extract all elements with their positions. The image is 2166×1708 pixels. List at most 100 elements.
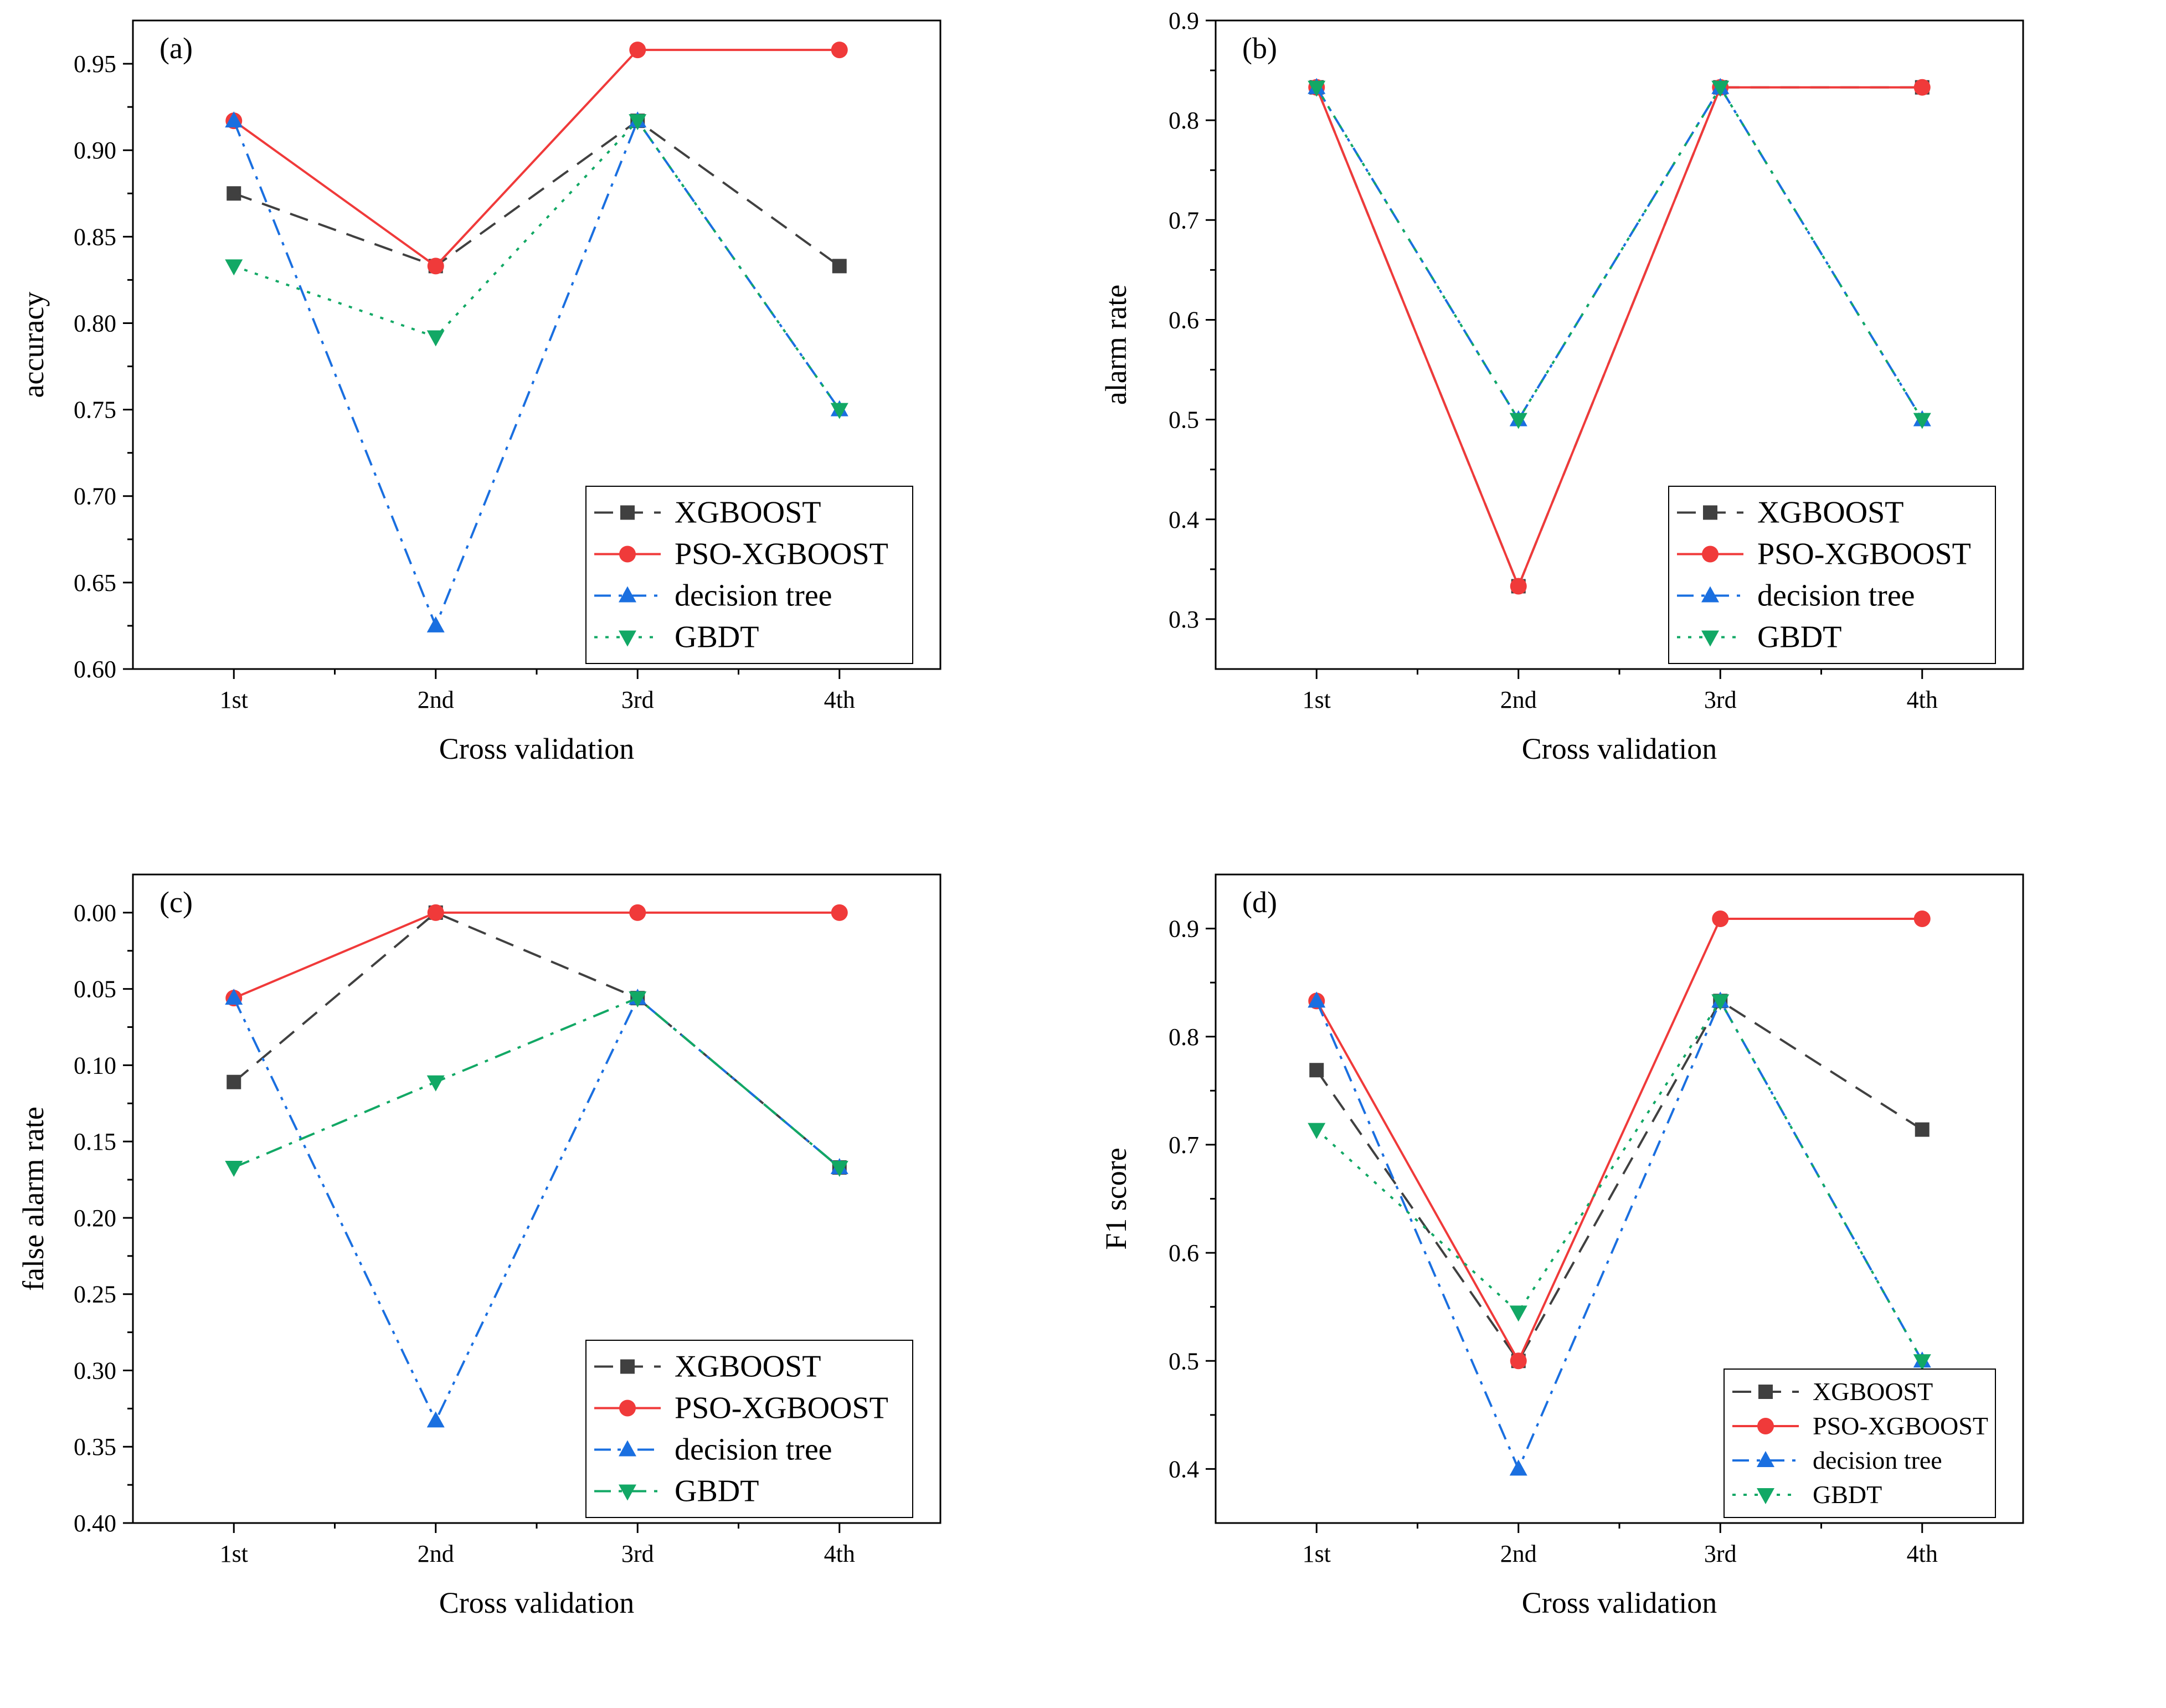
data-point [1509,1459,1527,1476]
legend-marker [1757,1418,1774,1434]
y-tick-label: 0.70 [74,483,116,510]
series-line [1315,999,1923,1364]
y-tick-label: 0.9 [1169,7,1199,34]
data-point [1711,80,1730,97]
x-tick-label: 3rd [621,1540,654,1567]
y-tick-label: 0.4 [1169,506,1199,533]
x-axis-title: Cross validation [1522,1586,1717,1619]
y-tick-label: 0.4 [1169,1455,1199,1483]
series-line [1315,998,1923,1472]
series-line [233,119,841,410]
series-line [1315,999,1923,1362]
data-point [1308,80,1326,97]
x-tick-label: 4th [824,686,855,713]
panel-label: (d) [1242,886,1277,919]
y-axis-title: false alarm rate [17,1107,50,1291]
data-point [225,259,243,276]
series-line [1315,86,1922,589]
legend-marker [1701,630,1719,647]
legend-marker [1757,1488,1774,1504]
legend-marker [1758,1385,1773,1399]
data-point [225,989,243,1005]
series-line [1315,918,1922,1364]
y-axis-title: alarm rate [1099,285,1133,405]
y-tick-label: 0.20 [74,1205,116,1232]
data-point [225,111,243,128]
data-point [1509,413,1527,429]
series-pso-xgboost [1308,910,1931,1370]
y-tick-label: 0.00 [74,899,116,927]
series-xgboost [227,114,847,274]
series-decision-tree [1308,78,1931,426]
x-tick-label: 1st [1303,686,1331,713]
legend-label: XGBOOST [1757,496,1903,530]
x-tick-label: 1st [220,686,248,713]
legend-label: GBDT [1757,620,1841,655]
x-axis-title: Cross validation [1522,732,1717,765]
legend-label: decision tree [1757,579,1915,613]
x-tick-label: 1st [1303,1540,1331,1567]
x-tick-label: 3rd [1704,686,1737,713]
legend-marker [1702,546,1719,563]
y-tick-label: 0.40 [74,1510,116,1537]
series-gbdt [225,991,848,1177]
y-tick-label: 0.25 [74,1281,116,1308]
data-point [629,904,646,921]
panel-a-accuracy: 0.60 0.65 0.70 0.75 0.80 0.85 0.90 0.95 1st 2nd 3r… [0,0,1083,854]
y-tick-label: 0.15 [74,1128,116,1155]
legend-box [1668,486,1996,664]
legend-label: GBDT [675,1474,759,1509]
y-tick-label: 0.35 [74,1433,116,1460]
panel-b-alarm-rate: 0.3 0.4 0.5 0.6 0.7 0.8 0.9 1st 2nd 3rd 4th Cross v… [1083,0,2165,854]
x-tick-label: 4th [1907,1540,1938,1567]
legend-label: GBDT [675,620,759,655]
legend: XGBOOST PSO-XGBOOST decision tree GBDT [585,1340,913,1518]
x-axis-title: Cross validation [439,1586,634,1619]
data-point [227,1074,241,1089]
legend-marker [619,630,636,647]
x-tick-label: 2nd [418,686,454,713]
legend-label: PSO-XGBOOST [1757,537,1971,572]
data-point [427,904,444,921]
y-tick-label: 0.90 [74,137,116,164]
legend-label: XGBOOST [675,1350,821,1384]
y-tick-label: 0.85 [74,223,116,250]
y-tick-label: 0.30 [74,1357,116,1384]
data-point [1913,413,1931,429]
panel-c-false-alarm-rate: 0.00 0.05 0.10 0.15 0.20 0.25 0.30 0.35 0.40 1st 2… [0,854,1083,1708]
data-point [629,991,647,1008]
x-tick-label: 2nd [418,1540,454,1567]
panel-d-f1-score: 0.4 0.5 0.6 0.7 0.8 0.9 1st 2nd 3rd 4th Cross vali… [1083,854,2165,1708]
data-point [426,1411,445,1428]
y-tick-label: 0.6 [1169,1239,1199,1267]
chart-svg: 0.00 0.05 0.10 0.15 0.20 0.25 0.30 0.35 0.40 1st 2… [17,873,941,1619]
data-point [1308,991,1326,1008]
y-tick-label: 0.5 [1169,1347,1199,1375]
series-line [233,119,840,267]
y-tick-label: 0.8 [1169,1023,1199,1051]
x-tick-label: 1st [220,1540,248,1567]
data-point [1509,1305,1527,1322]
legend-marker [620,1359,635,1374]
data-point [1308,1123,1326,1139]
data-point [832,259,847,274]
x-tick-label: 2nd [1500,1540,1537,1567]
legend-label: XGBOOST [1813,1377,1933,1406]
legend-label: PSO-XGBOOST [675,1391,888,1426]
y-tick-label: 0.95 [74,50,116,78]
legend-marker [619,1400,636,1417]
data-point [1913,79,1931,96]
data-point [225,1161,243,1177]
legend-marker [1701,586,1719,603]
data-point [1510,578,1527,595]
data-point [426,616,445,632]
data-point [831,42,848,59]
y-tick-label: 0.8 [1169,107,1199,134]
data-point [1913,1354,1931,1371]
y-tick-label: 0.75 [74,397,116,424]
series-gbdt [1308,80,1931,429]
legend: XGBOOST PSO-XGBOOST decision tree GBDT [585,486,913,664]
data-point [1711,994,1730,1011]
legend-box [585,1340,913,1518]
legend-label: decision tree [675,1433,832,1467]
